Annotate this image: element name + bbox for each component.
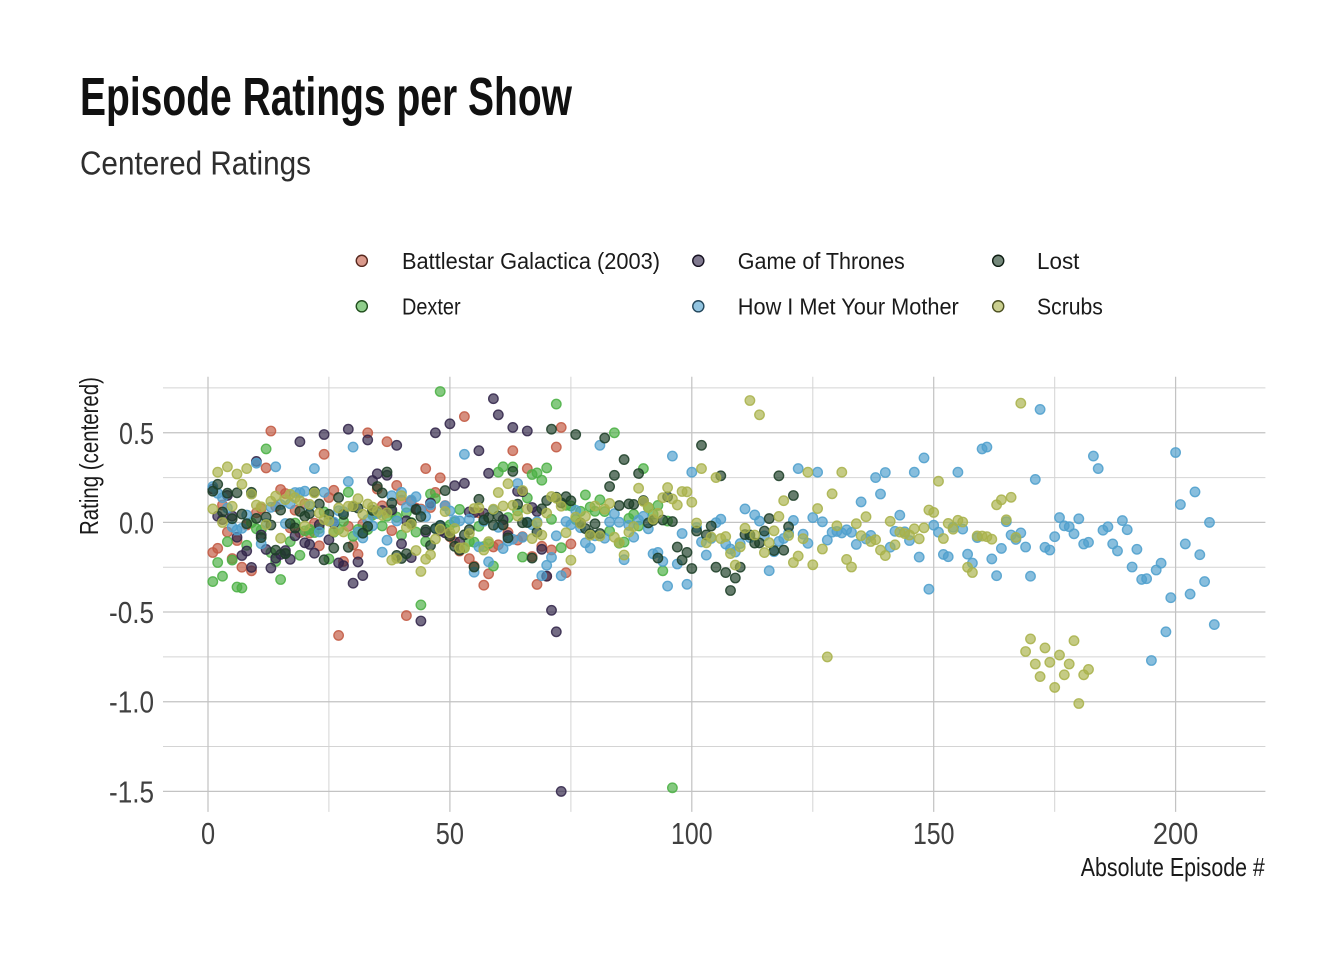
svg-text:-1.0: -1.0 (109, 685, 154, 720)
svg-text:Episode Ratings per Show: Episode Ratings per Show (80, 67, 573, 127)
svg-text:150: 150 (913, 816, 955, 851)
svg-text:200: 200 (1153, 816, 1198, 851)
svg-text:How I Met Your Mother: How I Met Your Mother (738, 294, 959, 320)
svg-text:Game of Thrones: Game of Thrones (738, 248, 905, 274)
svg-text:Battlestar Galactica (2003): Battlestar Galactica (2003) (402, 248, 660, 274)
svg-text:Dexter: Dexter (402, 294, 461, 320)
svg-text:0: 0 (201, 816, 215, 851)
svg-text:100: 100 (671, 816, 713, 851)
svg-text:Absolute Episode #: Absolute Episode # (1081, 852, 1265, 882)
svg-text:Scrubs: Scrubs (1037, 294, 1103, 320)
svg-text:0.5: 0.5 (119, 416, 154, 451)
svg-text:50: 50 (436, 816, 464, 851)
svg-text:Rating (centered): Rating (centered) (74, 377, 104, 535)
svg-text:-1.5: -1.5 (109, 774, 154, 809)
svg-text:Lost: Lost (1037, 248, 1080, 274)
svg-text:Centered Ratings: Centered Ratings (80, 145, 311, 182)
svg-text:-0.5: -0.5 (109, 595, 154, 630)
svg-text:0.0: 0.0 (119, 505, 154, 540)
